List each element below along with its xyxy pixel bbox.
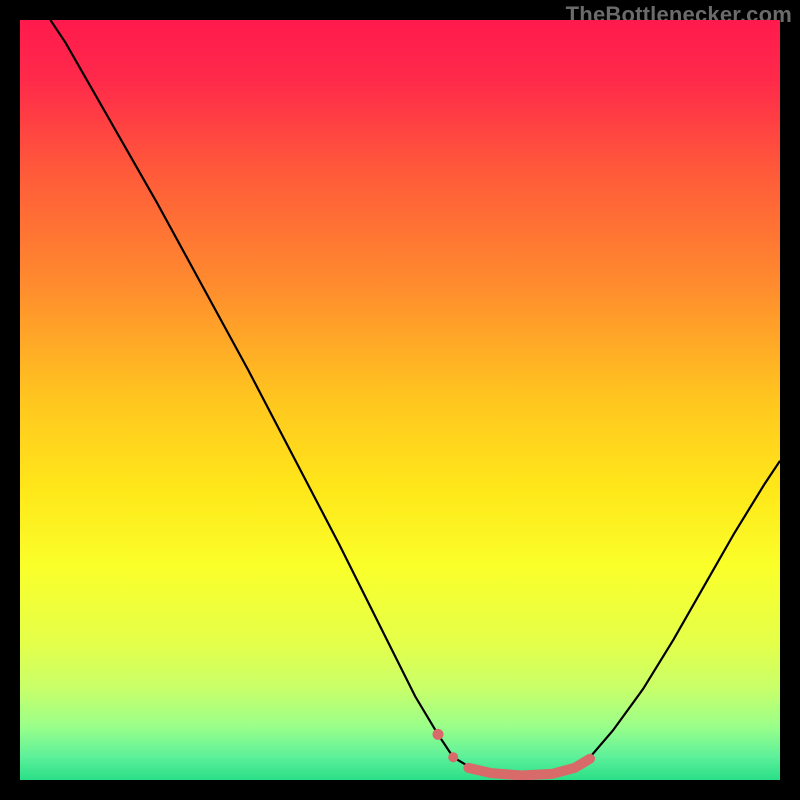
bottleneck-curve-plot [20,20,780,780]
chart-frame: TheBottlenecker.com [0,0,800,800]
highlight-dot [433,729,444,740]
highlight-dot [448,752,458,762]
